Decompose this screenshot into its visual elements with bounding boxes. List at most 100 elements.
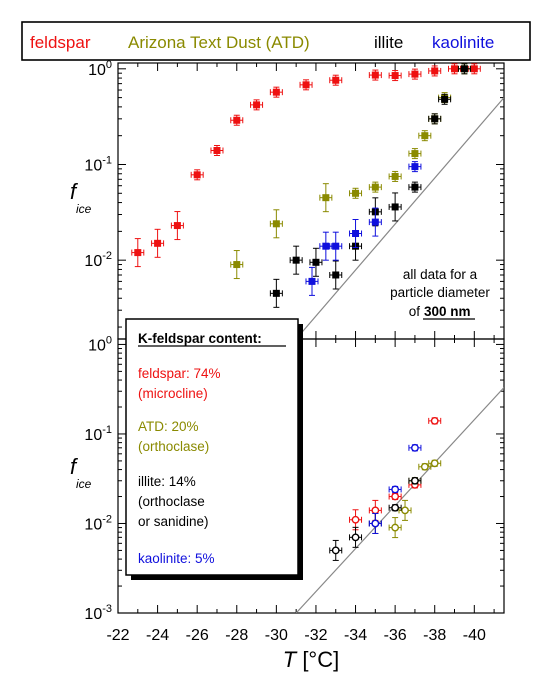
x-tick-label: -26 (186, 627, 209, 644)
y-axis-label-top-main: f (70, 179, 79, 204)
x-tick-label: -36 (384, 627, 407, 644)
x-tick-label: -28 (225, 627, 248, 644)
top-point-arizona-text-dust-atd (352, 189, 360, 197)
annotation-diameter: 300 nm (424, 304, 471, 319)
top-point-feldspar (253, 101, 261, 109)
kfeldspar-content-box: K-feldspar content: feldspar: 74% (micro… (125, 318, 303, 580)
y-axis-label-bottom: f ice (70, 454, 92, 491)
top-point-kaolinite (322, 242, 330, 250)
x-tick-label: -24 (146, 627, 169, 644)
bottom-y-tick-label: 10-1 (84, 424, 112, 444)
x-axis-label: T [°C] (283, 647, 339, 672)
top-y-tick-label: 10-1 (84, 154, 112, 174)
kfeldspar-box-title: K-feldspar content: (138, 331, 262, 346)
bottom-point-kaolinite (391, 485, 400, 494)
x-tick-label: -40 (463, 627, 486, 644)
legend-box (21, 21, 531, 61)
top-point-illite (441, 95, 449, 103)
top-point-illite (332, 271, 340, 279)
top-point-feldspar (193, 171, 201, 179)
top-y-tick-label: 100 (88, 59, 112, 79)
y-axis-label-top-sub: ice (76, 202, 92, 216)
top-point-feldspar (411, 70, 419, 78)
top-point-feldspar (233, 116, 241, 124)
legend: feldspar Arizona Text Dust (ATD) illite … (21, 21, 531, 61)
x-tick-label: -22 (106, 627, 129, 644)
top-point-kaolinite (308, 277, 316, 285)
top-y-tick-labels: 100 10-1 10-2 (84, 59, 112, 270)
bottom-point-feldspar (391, 492, 400, 501)
y-axis-label-bottom-sub: ice (76, 477, 92, 491)
annotation-line-3: of (409, 304, 421, 319)
top-point-illite (312, 258, 320, 266)
bottom-series (329, 416, 442, 561)
top-point-arizona-text-dust-atd (421, 132, 429, 140)
kfeldspar-feldspar-line-1: feldspar: 74% (138, 366, 221, 381)
bottom-y-tick-label: 100 (88, 334, 112, 354)
bottom-point-arizona-text-dust-atd (391, 523, 400, 532)
kfeldspar-feldspar-line-2: (microcline) (138, 386, 208, 401)
top-point-kaolinite (332, 242, 340, 250)
top-y-tick-label: 10-2 (84, 250, 112, 270)
top-point-illite (391, 203, 399, 211)
kfeldspar-illite-line-2: (orthoclase (138, 494, 205, 509)
bottom-y-tick-labels: 100 10-1 10-2 10-3 (84, 334, 112, 623)
top-point-illite (460, 65, 468, 73)
top-series-feldspar (131, 63, 481, 268)
bottom-y-tick-label: 10-2 (84, 513, 112, 533)
kfeldspar-atd-line-2: (orthoclase) (138, 439, 209, 454)
top-point-arizona-text-dust-atd (233, 261, 241, 269)
kfeldspar-box-panel (125, 318, 299, 576)
bottom-point-arizona-text-dust-atd (401, 506, 409, 515)
top-point-arizona-text-dust-atd (391, 172, 399, 180)
bottom-point-feldspar (351, 515, 360, 524)
bottom-point-illite (351, 533, 360, 542)
top-point-feldspar (154, 239, 162, 247)
bottom-point-feldspar (371, 506, 380, 515)
top-point-feldspar (213, 147, 221, 155)
top-point-feldspar (332, 76, 340, 84)
top-point-feldspar (272, 88, 280, 96)
y-axis-label-bottom-main: f (70, 454, 79, 479)
top-point-illite (292, 256, 300, 264)
bottom-point-arizona-text-dust-atd (420, 462, 429, 471)
top-point-illite (431, 115, 439, 123)
top-reference-line (295, 97, 504, 339)
kfeldspar-illite-line-3: or sanidine) (138, 514, 209, 529)
bottom-y-ticks (118, 343, 504, 614)
top-point-feldspar (451, 65, 459, 73)
top-point-feldspar (302, 81, 310, 89)
kfeldspar-atd-line-1: ATD: 20% (138, 419, 199, 434)
top-point-arizona-text-dust-atd (411, 150, 419, 158)
bottom-series-feldspar (349, 416, 442, 531)
bottom-point-kaolinite (411, 443, 419, 452)
top-point-arizona-text-dust-atd (371, 183, 379, 191)
x-tick-labels: -22 -24 -26 -28 -30 -32 -34 -36 -38 -40 (106, 627, 486, 644)
top-point-illite-error-bar (269, 278, 283, 308)
legend-entry-illite: illite (374, 33, 403, 52)
top-point-illite (411, 183, 419, 191)
top-point-kaolinite (352, 229, 360, 237)
top-point-arizona-text-dust-atd (322, 194, 330, 202)
x-tick-label: -38 (423, 627, 446, 644)
top-point-feldspar (173, 222, 181, 230)
bottom-point-arizona-text-dust-atd (430, 459, 439, 468)
top-series-kaolinite (305, 161, 422, 296)
bottom-reference-line (295, 387, 504, 613)
top-point-feldspar (134, 249, 142, 257)
bottom-point-illite-error-bar (349, 526, 363, 548)
top-point-arizona-text-dust-atd (272, 220, 280, 228)
legend-entry-feldspar: feldspar (30, 33, 91, 52)
bottom-panel-frame (117, 338, 505, 614)
top-point-illite (272, 289, 280, 297)
top-panel: 100 10-1 10-2 all data for a particle diam… (84, 59, 505, 340)
kfeldspar-kaolinite-line-1: kaolinite: 5% (138, 551, 215, 566)
top-point-feldspar (470, 65, 478, 73)
legend-entry-kaolinite: kaolinite (432, 33, 494, 52)
bottom-point-kaolinite (371, 519, 380, 528)
x-tick-label: -30 (265, 627, 288, 644)
top-y-ticks (118, 68, 504, 328)
bottom-y-tick-label: 10-3 (84, 603, 112, 623)
bottom-point-illite (391, 503, 400, 512)
